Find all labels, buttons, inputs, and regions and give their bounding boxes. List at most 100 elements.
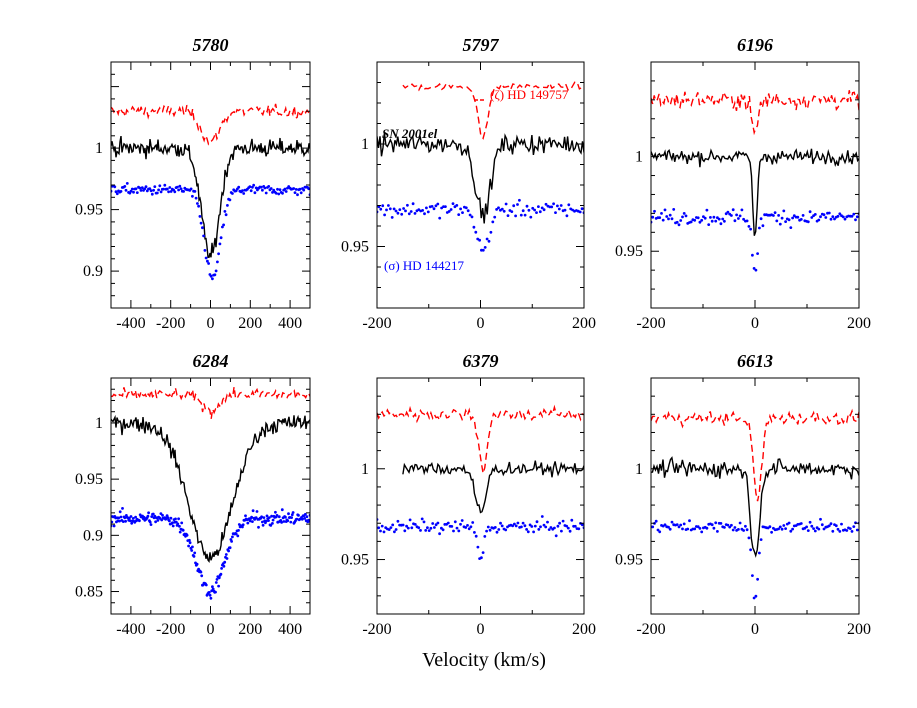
- point-sigma: [806, 220, 810, 224]
- point-sigma: [486, 525, 490, 529]
- point-sigma: [758, 226, 761, 230]
- point-sigma: [134, 187, 138, 191]
- point-sigma: [483, 535, 487, 538]
- point-sigma: [200, 574, 204, 578]
- point-sigma: [526, 530, 530, 534]
- point-sigma: [405, 524, 408, 528]
- point-sigma: [459, 207, 462, 211]
- point-sigma: [483, 246, 487, 249]
- point-sigma: [561, 519, 565, 523]
- point-sigma: [196, 202, 199, 205]
- point-sigma: [147, 511, 151, 515]
- point-sigma: [123, 516, 127, 520]
- series-zeta-line: [651, 408, 859, 502]
- point-sigma: [292, 187, 296, 190]
- point-sigma: [203, 249, 207, 252]
- point-sigma: [723, 526, 726, 529]
- point-sigma: [112, 524, 116, 528]
- point-sigma: [459, 522, 462, 526]
- panel-title-6284: 6284: [193, 351, 229, 371]
- point-sigma: [194, 196, 198, 200]
- point-sigma: [726, 523, 730, 527]
- x-tick-label: 200: [847, 621, 871, 638]
- point-sigma: [698, 527, 702, 530]
- label-zeta-star: (ζ) HD 149757: [490, 87, 569, 102]
- x-tick-label: 200: [572, 315, 596, 332]
- panel-title-5797: 5797: [463, 35, 500, 55]
- point-sigma: [438, 216, 442, 220]
- point-sigma: [502, 209, 506, 213]
- point-sigma: [780, 527, 784, 531]
- point-sigma: [688, 519, 691, 523]
- point-sigma: [535, 520, 539, 524]
- y-tick-label: 1: [95, 415, 103, 432]
- point-sigma: [721, 217, 725, 221]
- point-sigma: [379, 529, 382, 533]
- point-sigma: [829, 522, 833, 526]
- point-sigma: [294, 188, 298, 191]
- point-sigma: [656, 528, 660, 532]
- point-sigma: [660, 212, 663, 215]
- point-sigma: [833, 217, 836, 221]
- panel-5797: 5797 -200 0 200 0.95 1: [341, 35, 596, 332]
- point-sigma: [267, 516, 271, 519]
- point-sigma: [471, 521, 475, 524]
- point-sigma: [817, 218, 821, 222]
- point-sigma: [686, 527, 690, 531]
- point-sigma: [775, 219, 779, 223]
- point-sigma: [154, 520, 158, 524]
- point-sigma: [756, 252, 759, 256]
- point-sigma: [749, 227, 752, 231]
- y-tick-label: 0.95: [341, 239, 369, 256]
- point-sigma: [144, 185, 148, 189]
- point-sigma: [831, 529, 835, 533]
- point-sigma: [211, 587, 215, 591]
- point-sigma: [299, 191, 303, 195]
- point-sigma: [149, 189, 153, 193]
- point-sigma: [185, 533, 189, 537]
- point-sigma: [402, 207, 405, 210]
- series-group: [377, 81, 584, 252]
- point-sigma: [398, 208, 402, 212]
- x-tick-label: 400: [278, 315, 302, 332]
- point-sigma: [403, 529, 407, 533]
- point-sigma: [219, 236, 223, 240]
- point-sigma: [174, 517, 177, 521]
- point-sigma: [476, 545, 480, 549]
- point-sigma: [417, 526, 421, 530]
- point-sigma: [812, 527, 815, 530]
- point-sigma: [810, 216, 814, 219]
- point-sigma: [298, 187, 302, 191]
- point-sigma: [379, 207, 383, 211]
- point-sigma: [531, 206, 535, 210]
- point-sigma: [166, 516, 170, 520]
- point-sigma: [446, 521, 450, 525]
- point-sigma: [261, 188, 264, 192]
- point-sigma: [525, 528, 528, 531]
- point-sigma: [827, 524, 831, 528]
- point-sigma: [466, 209, 470, 213]
- point-sigma: [383, 213, 386, 217]
- point-sigma: [523, 524, 527, 528]
- point-sigma: [264, 191, 268, 195]
- point-sigma: [140, 186, 144, 190]
- point-sigma: [436, 521, 440, 525]
- point-sigma: [290, 513, 294, 517]
- x-tick-label: 0: [207, 621, 215, 638]
- point-sigma: [387, 528, 391, 531]
- point-sigma: [447, 210, 451, 213]
- point-sigma: [163, 183, 167, 187]
- point-sigma: [197, 204, 201, 208]
- point-sigma: [119, 515, 123, 519]
- point-sigma: [668, 213, 672, 217]
- point-sigma: [538, 210, 542, 214]
- point-sigma: [202, 234, 206, 238]
- point-sigma: [556, 204, 559, 208]
- point-sigma: [481, 248, 485, 252]
- point-sigma: [204, 256, 208, 260]
- point-sigma: [176, 522, 180, 526]
- point-sigma: [129, 189, 133, 193]
- point-sigma: [787, 218, 791, 222]
- point-sigma: [289, 520, 293, 524]
- point-sigma: [281, 191, 284, 195]
